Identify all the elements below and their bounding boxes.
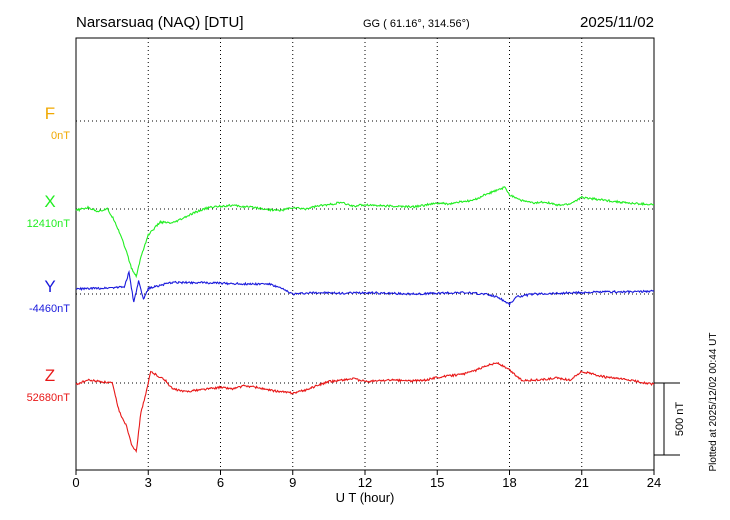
component-name-F: F <box>45 104 55 123</box>
plotted-at-note: Plotted at 2025/12/02 00:44 UT <box>708 333 719 472</box>
x-tick-label: 18 <box>502 475 516 490</box>
component-labels: F 0nT X 12410nT Y -4460nT Z 52680nT <box>27 104 71 404</box>
station-title: Narsarsuaq (NAQ) [DTU] <box>76 14 244 31</box>
trace-Z <box>75 361 655 454</box>
component-name-X: X <box>44 192 55 211</box>
trace-group <box>75 186 655 454</box>
coordinates-label: GG ( 61.16°, 314.56°) <box>363 18 470 30</box>
component-name-Z: Z <box>45 366 55 385</box>
x-tick-label: 24 <box>647 475 661 490</box>
trace-X <box>75 186 655 279</box>
x-tick-label: 9 <box>289 475 296 490</box>
x-tick-label: 15 <box>430 475 444 490</box>
baseline-value-Y: -4460nT <box>29 303 70 315</box>
trace-Y <box>75 269 655 307</box>
x-axis-ticks: 0 3 6 9 12 15 18 21 24 <box>72 470 661 490</box>
baseline-value-F: 0nT <box>51 130 70 142</box>
date-label: 2025/11/02 <box>580 14 654 31</box>
component-name-Y: Y <box>44 277 55 296</box>
grid-lines <box>76 38 654 470</box>
x-axis-label: U T (hour) <box>336 490 395 505</box>
scale-bar-label: 500 nT <box>674 402 686 437</box>
scale-bar: 500 nT <box>654 382 686 456</box>
x-tick-label: 12 <box>358 475 372 490</box>
x-tick-label: 0 <box>72 475 79 490</box>
x-tick-label: 6 <box>217 475 224 490</box>
baseline-value-Z: 52680nT <box>27 392 71 404</box>
x-tick-label: 21 <box>575 475 589 490</box>
x-tick-label: 3 <box>145 475 152 490</box>
baseline-value-X: 12410nT <box>27 218 71 230</box>
